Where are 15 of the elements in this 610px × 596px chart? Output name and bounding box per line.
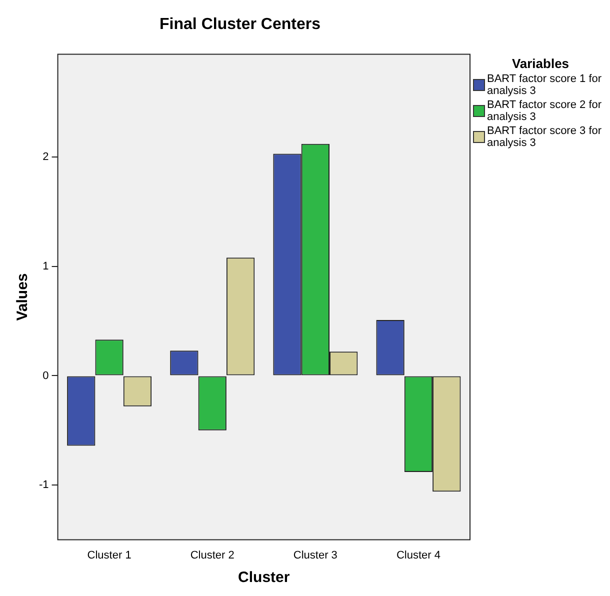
legend-label: BART factor score 3 for analysis 3	[487, 125, 603, 149]
legend-label: BART factor score 2 for analysis 3	[487, 99, 603, 123]
legend-label: BART factor score 1 for analysis 3	[487, 73, 603, 97]
chart-title: Final Cluster Centers	[160, 16, 321, 34]
y-axis-title: Values	[14, 273, 32, 321]
y-tick-label: 1	[42, 260, 49, 272]
y-tick-label: 2	[42, 151, 49, 164]
x-tick-label: Cluster 1	[87, 549, 132, 562]
y-tick-label: 0	[42, 370, 49, 382]
y-tick-label: -1	[39, 479, 49, 492]
legend-title: Variables	[510, 56, 570, 71]
x-tick-label: Cluster 3	[293, 549, 338, 562]
x-tick-label: Cluster 2	[190, 549, 234, 562]
x-axis-title: Cluster	[238, 569, 290, 586]
x-tick-label: Cluster 4	[396, 549, 440, 562]
